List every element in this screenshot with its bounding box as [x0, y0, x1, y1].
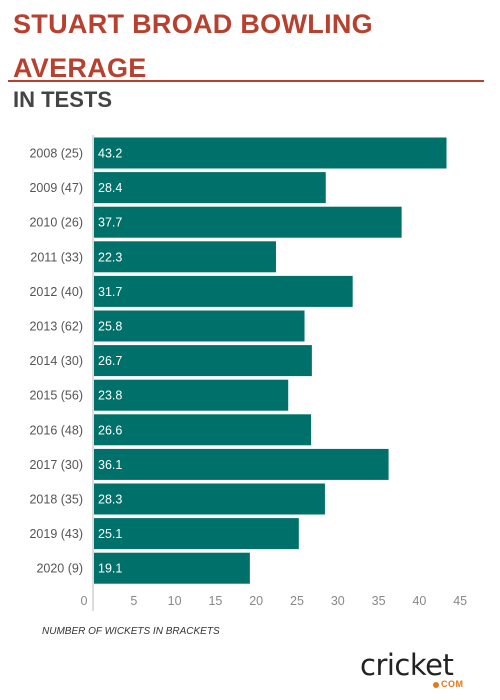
bar-value-label: 31.7 [98, 285, 122, 299]
bar-1 [94, 172, 326, 204]
bar-value-label: 26.7 [98, 354, 122, 368]
bar-6 [94, 345, 312, 377]
x-axis-ticks: 0 5 10 15 20 25 30 35 40 45 [81, 594, 468, 608]
x-tick-label: 0 [81, 594, 88, 608]
bar-value-label: 36.1 [98, 458, 122, 472]
x-tick-label: 30 [331, 594, 345, 608]
category-label: 2010 (26) [29, 216, 83, 230]
chart-title: STUART BROAD BOWLING AVERAGE [13, 9, 373, 83]
bar-value-label: 26.6 [98, 423, 122, 437]
bar-4 [94, 275, 353, 307]
category-label: 2014 (30) [29, 354, 83, 368]
bar-7 [94, 379, 289, 411]
logo-wordmark: cricket [360, 648, 454, 682]
x-tick-label: 10 [168, 594, 182, 608]
category-label: 2017 (30) [29, 458, 83, 472]
bar-9 [94, 448, 389, 480]
bar-value-label: 28.3 [98, 493, 122, 507]
category-label: 2009 (47) [29, 181, 83, 195]
bar-value-label: 25.1 [98, 527, 122, 541]
logo-suffix: COM [441, 679, 464, 689]
x-tick-label: 35 [372, 594, 386, 608]
bar-value-label: 43.2 [98, 147, 122, 161]
title-divider [8, 80, 484, 82]
x-tick-label: 5 [130, 594, 137, 608]
bar-11 [94, 518, 299, 550]
bar-value-label: 25.8 [98, 320, 122, 334]
bar-3 [94, 241, 276, 273]
bar-value-label: 28.4 [98, 181, 122, 195]
x-tick-label: 45 [453, 594, 467, 608]
category-label: 2013 (62) [29, 320, 83, 334]
bar-2 [94, 206, 402, 238]
category-label: 2018 (35) [29, 493, 83, 507]
bar-5 [94, 310, 305, 342]
category-label: 2016 (48) [29, 423, 83, 437]
footnote: NUMBER OF WICKETS IN BRACKETS [42, 626, 220, 637]
bar-8 [94, 414, 312, 446]
x-tick-label: 25 [290, 594, 304, 608]
x-tick-label: 40 [412, 594, 426, 608]
category-label: 2008 (25) [29, 147, 83, 161]
category-label: 2012 (40) [29, 285, 83, 299]
bar-0 [94, 137, 447, 169]
bar-chart: 43.2 28.4 37.7 22.3 31.7 25.8 26.7 23.8 26.6 36.1… [29, 135, 468, 611]
bars-layer: 43.2 28.4 37.7 22.3 31.7 25.8 26.7 23.8 26.6 36.1… [94, 137, 447, 584]
cricket-com-logo: cricket COM [360, 648, 480, 692]
bar-10 [94, 483, 325, 515]
category-label: 2019 (43) [29, 527, 83, 541]
bar-value-label: 22.3 [98, 250, 122, 264]
category-labels: 2008 (25) 2009 (47) 2010 (26) 2011 (33) 2012… [29, 147, 83, 576]
chart-subtitle: IN TESTS [13, 87, 113, 112]
bar-value-label: 37.7 [98, 216, 122, 230]
bar-value-label: 23.8 [98, 389, 122, 403]
x-tick-label: 15 [208, 594, 222, 608]
bar-12 [94, 552, 250, 584]
x-tick-label: 20 [249, 594, 263, 608]
category-label: 2015 (56) [29, 389, 83, 403]
category-label: 2011 (33) [30, 250, 83, 264]
logo-dot-icon [433, 682, 439, 688]
bar-value-label: 19.1 [98, 562, 122, 576]
category-label: 2020 (9) [36, 562, 83, 576]
